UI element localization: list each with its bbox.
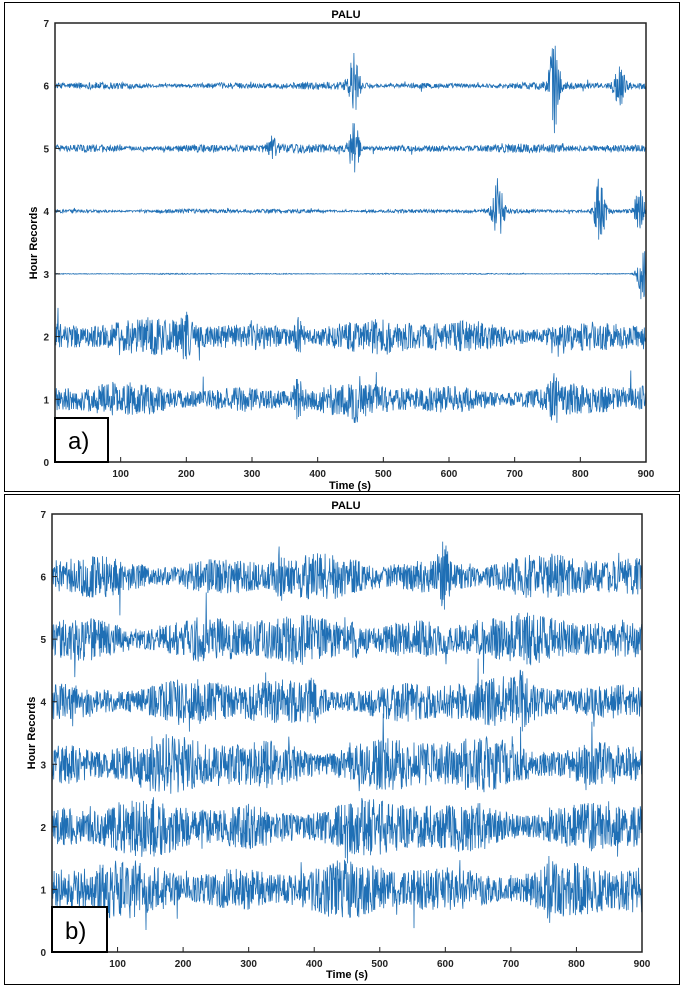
waveforms-b bbox=[51, 541, 643, 931]
y-tick-label: 4 bbox=[40, 698, 46, 709]
y-tick-label: 3 bbox=[43, 270, 49, 281]
chart-b: PALU 100 200 300 400 500 600 700 800 900 0 1 2 3 4 5 6… bbox=[26, 500, 651, 981]
waveform-a-hour-1 bbox=[54, 370, 647, 423]
x-tick-label: 400 bbox=[306, 959, 323, 970]
panel-a: PALU 100 200 300 400 500 600 700 800 900 0 1 2 3 4 5 6… bbox=[4, 2, 680, 492]
x-tick-label: 100 bbox=[109, 959, 126, 970]
waveform-a-hour-5 bbox=[54, 123, 647, 173]
chart-title-b: PALU bbox=[331, 500, 360, 512]
x-tick-label: 600 bbox=[441, 469, 458, 480]
x-tick-label: 600 bbox=[437, 959, 454, 970]
y-tick-label: 2 bbox=[43, 333, 49, 344]
x-tick-label: 800 bbox=[568, 959, 585, 970]
x-tick-label: 900 bbox=[638, 469, 655, 480]
waveform-b-hour-2 bbox=[51, 797, 643, 864]
waveform-b-hour-5 bbox=[51, 592, 643, 678]
x-axis-label-b: Time (s) bbox=[326, 969, 368, 981]
y-axis-label-a: Hour Records bbox=[28, 207, 40, 280]
waveform-b-hour-1 bbox=[51, 855, 643, 931]
panel-label-box-b bbox=[51, 906, 108, 953]
waveform-a-hour-3 bbox=[54, 251, 647, 300]
panel-label-a: a) bbox=[68, 428, 89, 455]
x-tick-label: 500 bbox=[371, 959, 388, 970]
panel-b: PALU 100 200 300 400 500 600 700 800 900 0 1 2 3 4 5 6… bbox=[4, 494, 680, 985]
waveform-b-hour-6 bbox=[51, 541, 643, 616]
x-tick-label: 900 bbox=[634, 959, 651, 970]
waveform-b-hour-4 bbox=[51, 658, 643, 732]
chart-title-a: PALU bbox=[331, 9, 360, 21]
x-tick-label: 700 bbox=[506, 469, 523, 480]
x-ticks-b: 100 200 300 400 500 600 700 800 900 bbox=[109, 947, 651, 970]
x-tick-label: 300 bbox=[240, 959, 257, 970]
y-tick-label: 6 bbox=[40, 573, 46, 584]
y-tick-label: 7 bbox=[40, 510, 46, 521]
x-tick-label: 500 bbox=[375, 469, 392, 480]
y-tick-label: 5 bbox=[40, 635, 46, 646]
chart-a: PALU 100 200 300 400 500 600 700 800 900 0 1 2 3 4 5 6… bbox=[28, 9, 655, 491]
panel-label-box-a bbox=[54, 417, 109, 463]
panel-label-b: b) bbox=[65, 918, 86, 945]
y-tick-label: 0 bbox=[40, 948, 46, 959]
y-axis-label-b: Hour Records bbox=[26, 697, 38, 770]
y-tick-label: 2 bbox=[40, 823, 46, 834]
plot-frame-a bbox=[54, 22, 647, 463]
y-tick-label: 1 bbox=[43, 395, 49, 406]
y-tick-label: 7 bbox=[43, 19, 49, 30]
y-tick-label: 5 bbox=[43, 144, 49, 155]
x-tick-label: 700 bbox=[503, 959, 520, 970]
x-axis-label-a: Time (s) bbox=[329, 480, 371, 491]
x-tick-label: 200 bbox=[175, 959, 192, 970]
y-tick-label: 6 bbox=[43, 82, 49, 93]
x-tick-label: 100 bbox=[112, 469, 129, 480]
y-tick-label: 3 bbox=[40, 760, 46, 771]
waveforms-a bbox=[54, 45, 647, 423]
x-tick-label: 800 bbox=[572, 469, 589, 480]
waveform-a-hour-4 bbox=[54, 178, 647, 240]
plot-frame-b bbox=[51, 513, 643, 953]
y-tick-label: 4 bbox=[43, 207, 49, 218]
y-tick-label: 0 bbox=[43, 458, 49, 469]
y-ticks-b: 0 1 2 3 4 5 6 7 bbox=[40, 510, 57, 959]
waveform-a-hour-2 bbox=[54, 307, 647, 361]
waveform-a-hour-6 bbox=[54, 45, 647, 134]
x-tick-label: 400 bbox=[309, 469, 326, 480]
waveform-b-hour-3 bbox=[51, 713, 643, 794]
y-tick-label: 1 bbox=[40, 885, 46, 896]
x-tick-label: 300 bbox=[244, 469, 261, 480]
x-tick-label: 200 bbox=[178, 469, 195, 480]
x-ticks-a: 100 200 300 400 500 600 700 800 900 bbox=[112, 457, 655, 480]
